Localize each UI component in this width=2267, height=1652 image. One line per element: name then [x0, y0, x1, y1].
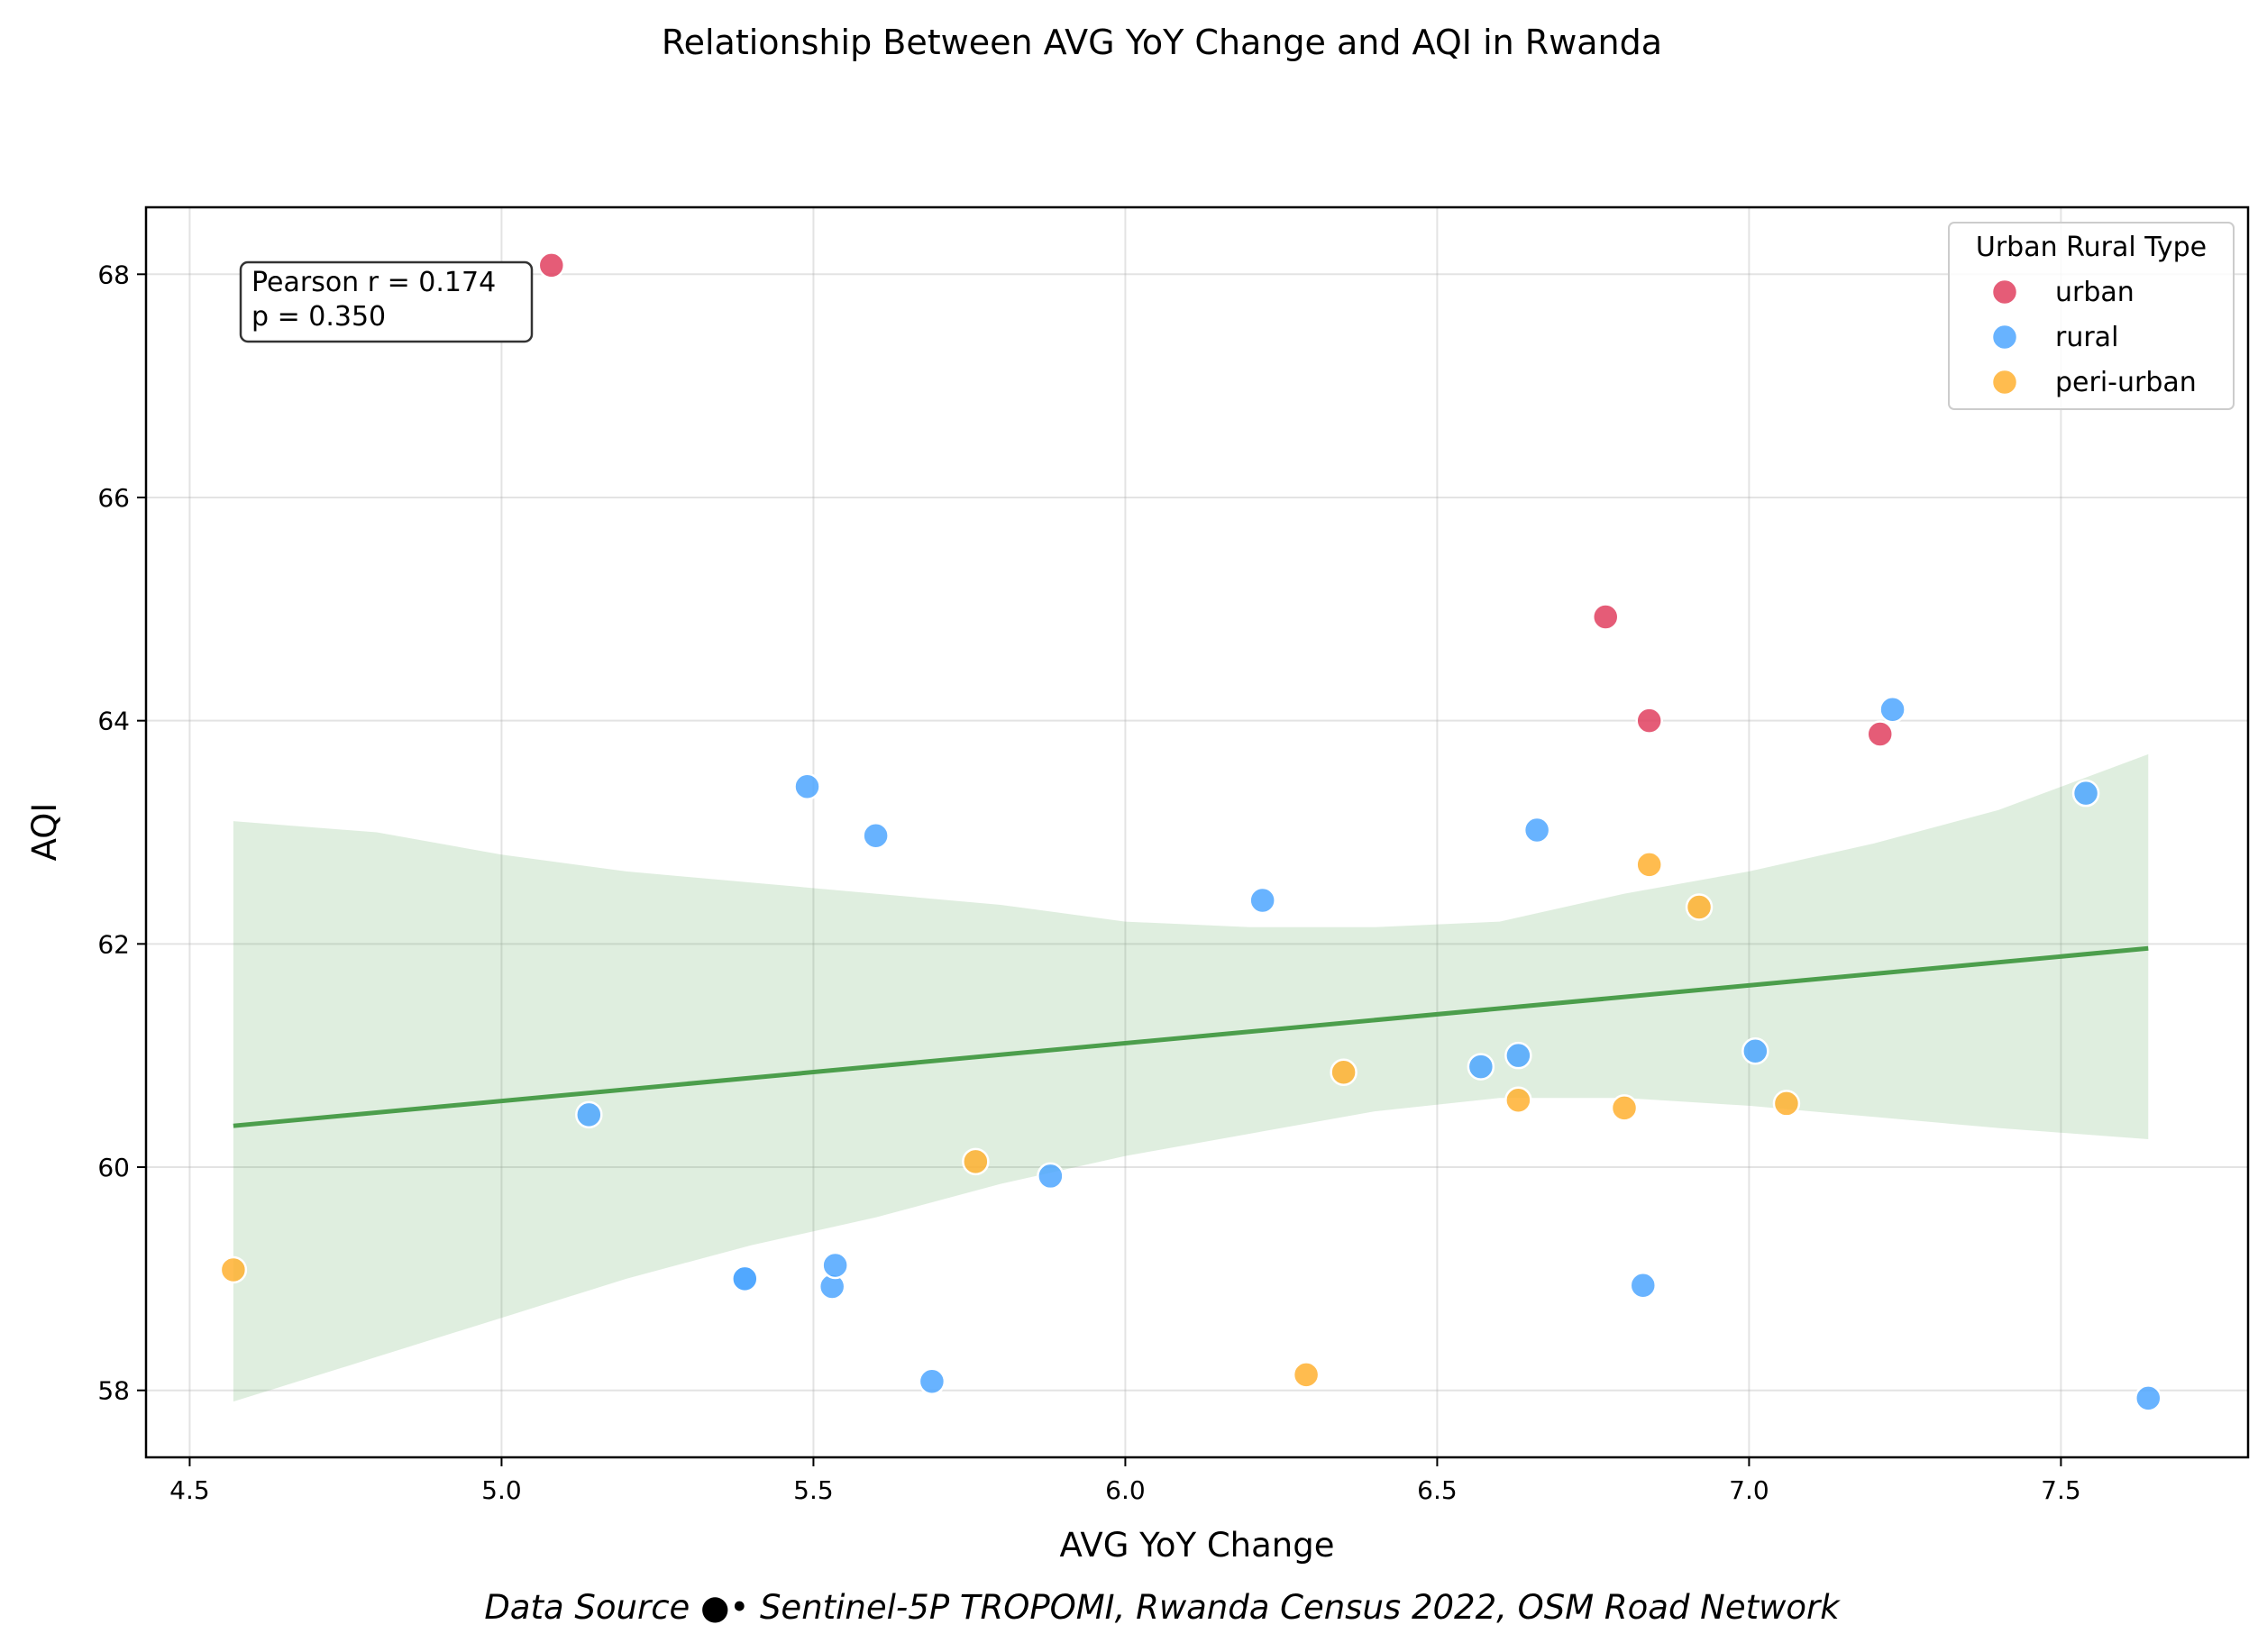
y-axis-label: AQI	[25, 803, 64, 862]
legend-title: Urban Rural Type	[1976, 232, 2207, 263]
stats-annotation: Pearson r = 0.174 p = 0.350	[239, 260, 534, 343]
point-rural	[862, 821, 890, 850]
point-peri-urban	[1635, 851, 1663, 879]
point-rural	[918, 1367, 946, 1396]
x-tick-label: 5.5	[793, 1475, 834, 1505]
point-rural	[1879, 696, 1906, 724]
y-tick-label: 58	[97, 1376, 130, 1406]
x-tick-label: 4.5	[169, 1475, 210, 1505]
confidence-interval-band	[233, 753, 2149, 1402]
point-peri-urban	[1330, 1058, 1357, 1087]
stats-annotation-box	[239, 260, 534, 343]
x-tick-label: 6.5	[1417, 1475, 1458, 1505]
point-peri-urban	[1685, 893, 1714, 921]
y-tick-label: 64	[97, 707, 130, 736]
point-peri-urban	[1610, 1094, 1639, 1122]
point-peri-urban	[962, 1147, 990, 1176]
point-rural	[575, 1100, 603, 1129]
point-rural	[821, 1251, 849, 1280]
point-rural	[1037, 1162, 1065, 1191]
point-peri-urban	[1504, 1086, 1532, 1114]
point-peri-urban	[1292, 1361, 1321, 1389]
point-rural	[1504, 1041, 1532, 1070]
data-source-caption: Data Source ●• Sentinel-5P TROPOMI, Rwan…	[484, 1588, 1841, 1627]
legend-label-urban: urban	[2055, 277, 2134, 308]
legend-marker-rural	[1990, 323, 2019, 351]
y-tick-label: 62	[97, 929, 130, 959]
point-rural	[1467, 1053, 1495, 1081]
confidence-band	[233, 753, 2149, 1402]
x-tick-label: 7.0	[1729, 1475, 1769, 1505]
point-peri-urban	[219, 1255, 248, 1284]
pearson-r-text: Pearson r = 0.174	[251, 267, 496, 298]
x-tick-label: 5.0	[481, 1475, 522, 1505]
x-axis-label: AVG YoY Change	[1059, 1526, 1334, 1565]
regression-line	[233, 945, 2149, 1128]
point-rural	[1248, 886, 1276, 915]
x-axis-ticks: 4.5 5.0 5.5 6.0 6.5 7.0 7.5	[169, 1457, 2081, 1505]
point-rural	[1741, 1036, 1769, 1065]
y-tick-label: 66	[97, 483, 130, 513]
point-urban	[1592, 603, 1620, 631]
x-tick-label: 7.5	[2041, 1475, 2081, 1505]
legend-label-peri-urban: peri-urban	[2055, 367, 2197, 398]
data-points	[219, 251, 2162, 1412]
point-urban	[1635, 707, 1663, 735]
point-rural	[1522, 816, 1551, 844]
chart-title: Relationship Between AVG YoY Change and …	[662, 23, 1662, 62]
legend-box	[1948, 222, 2235, 410]
point-peri-urban	[1772, 1090, 1801, 1118]
x-tick-label: 6.0	[1105, 1475, 1146, 1505]
legend-marker-urban	[1990, 278, 2019, 306]
point-rural	[793, 772, 821, 800]
p-value-text: p = 0.350	[251, 301, 386, 333]
point-rural	[731, 1264, 759, 1293]
legend-items: urban rural peri-urban	[1990, 277, 2197, 398]
legend: Urban Rural Type urban rural peri-urban	[1948, 222, 2235, 410]
grid	[146, 207, 2248, 1457]
point-rural	[1629, 1272, 1658, 1300]
point-urban	[537, 251, 566, 279]
legend-label-rural: rural	[2055, 322, 2118, 353]
y-tick-label: 68	[97, 260, 130, 289]
regression-line-group	[233, 945, 2149, 1128]
point-rural	[2071, 779, 2100, 808]
legend-marker-peri-urban	[1990, 368, 2019, 397]
plot-area-frame	[144, 205, 2250, 1459]
y-tick-label: 60	[97, 1153, 130, 1182]
y-axis-ticks: 58 60 62 64 66 68	[97, 260, 146, 1406]
point-urban	[1866, 720, 1894, 748]
point-rural	[2134, 1384, 2162, 1412]
